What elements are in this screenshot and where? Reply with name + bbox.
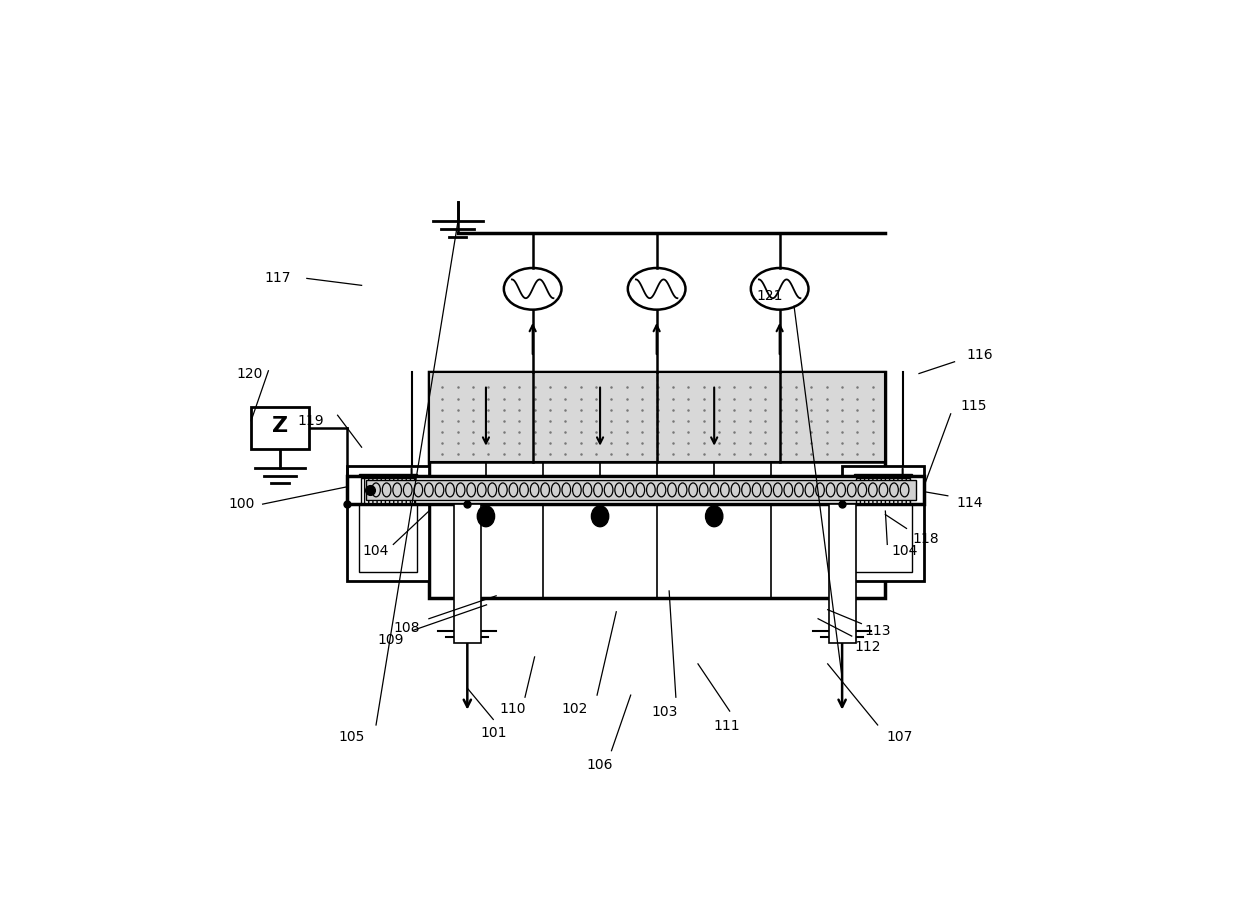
Bar <box>828 504 856 643</box>
Bar <box>429 373 885 463</box>
Text: 114: 114 <box>957 496 983 510</box>
Text: 120: 120 <box>236 366 263 381</box>
Bar <box>367 480 916 500</box>
Ellipse shape <box>591 506 609 527</box>
Text: 102: 102 <box>562 702 588 716</box>
Text: 113: 113 <box>864 623 890 638</box>
Text: Z: Z <box>272 417 288 437</box>
Bar <box>250 407 309 448</box>
Bar <box>347 466 429 581</box>
Text: 115: 115 <box>961 399 987 412</box>
Ellipse shape <box>706 506 723 527</box>
Bar <box>347 476 924 504</box>
Bar <box>361 478 415 502</box>
Text: 104: 104 <box>892 544 918 558</box>
Text: 105: 105 <box>339 730 366 744</box>
Text: 104: 104 <box>363 544 389 558</box>
Text: 118: 118 <box>913 532 939 546</box>
Text: 108: 108 <box>393 621 420 635</box>
Bar <box>429 373 885 598</box>
Bar <box>454 504 481 643</box>
Text: 111: 111 <box>713 720 740 733</box>
Text: 117: 117 <box>265 272 291 285</box>
Text: 103: 103 <box>651 705 677 720</box>
Text: 119: 119 <box>298 414 324 428</box>
Bar <box>358 474 418 572</box>
Bar <box>856 478 910 502</box>
Text: 107: 107 <box>887 730 913 744</box>
Ellipse shape <box>477 506 495 527</box>
Text: 110: 110 <box>500 702 526 716</box>
Text: 109: 109 <box>377 632 404 647</box>
Text: 101: 101 <box>480 726 506 741</box>
Bar <box>842 466 924 581</box>
Bar <box>853 474 913 572</box>
Text: 121: 121 <box>756 289 784 303</box>
Text: 100: 100 <box>228 497 254 511</box>
Text: 106: 106 <box>587 758 614 771</box>
Text: 116: 116 <box>966 348 993 362</box>
Text: 112: 112 <box>854 640 882 654</box>
